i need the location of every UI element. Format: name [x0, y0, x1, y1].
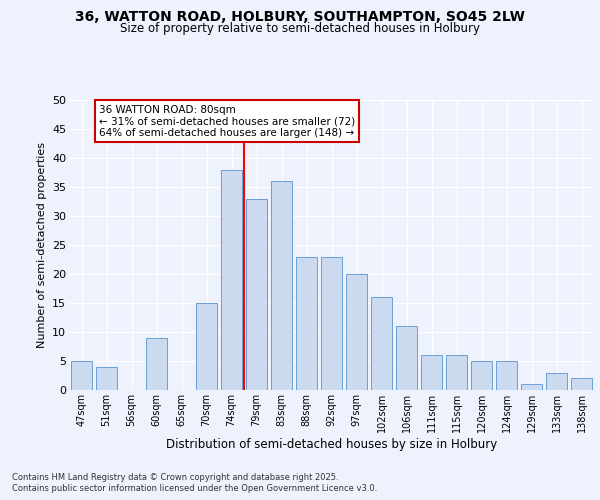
Bar: [371, 297, 392, 390]
Text: Contains HM Land Registry data © Crown copyright and database right 2025.: Contains HM Land Registry data © Crown c…: [12, 473, 338, 482]
Bar: [346, 274, 367, 390]
X-axis label: Distribution of semi-detached houses by size in Holbury: Distribution of semi-detached houses by …: [166, 438, 497, 450]
Bar: [521, 384, 542, 390]
Text: 36, WATTON ROAD, HOLBURY, SOUTHAMPTON, SO45 2LW: 36, WATTON ROAD, HOLBURY, SOUTHAMPTON, S…: [75, 10, 525, 24]
Bar: [496, 361, 517, 390]
Text: Contains public sector information licensed under the Open Government Licence v3: Contains public sector information licen…: [12, 484, 377, 493]
Bar: [296, 256, 317, 390]
Y-axis label: Number of semi-detached properties: Number of semi-detached properties: [37, 142, 47, 348]
Bar: [546, 372, 567, 390]
Text: 36 WATTON ROAD: 80sqm
← 31% of semi-detached houses are smaller (72)
64% of semi: 36 WATTON ROAD: 80sqm ← 31% of semi-deta…: [99, 104, 355, 138]
Bar: [571, 378, 592, 390]
Bar: [71, 361, 92, 390]
Bar: [321, 256, 342, 390]
Bar: [271, 181, 292, 390]
Bar: [421, 355, 442, 390]
Bar: [221, 170, 242, 390]
Text: Size of property relative to semi-detached houses in Holbury: Size of property relative to semi-detach…: [120, 22, 480, 35]
Bar: [196, 303, 217, 390]
Bar: [396, 326, 417, 390]
Bar: [446, 355, 467, 390]
Bar: [471, 361, 492, 390]
Bar: [96, 367, 117, 390]
Bar: [146, 338, 167, 390]
Bar: [246, 198, 267, 390]
